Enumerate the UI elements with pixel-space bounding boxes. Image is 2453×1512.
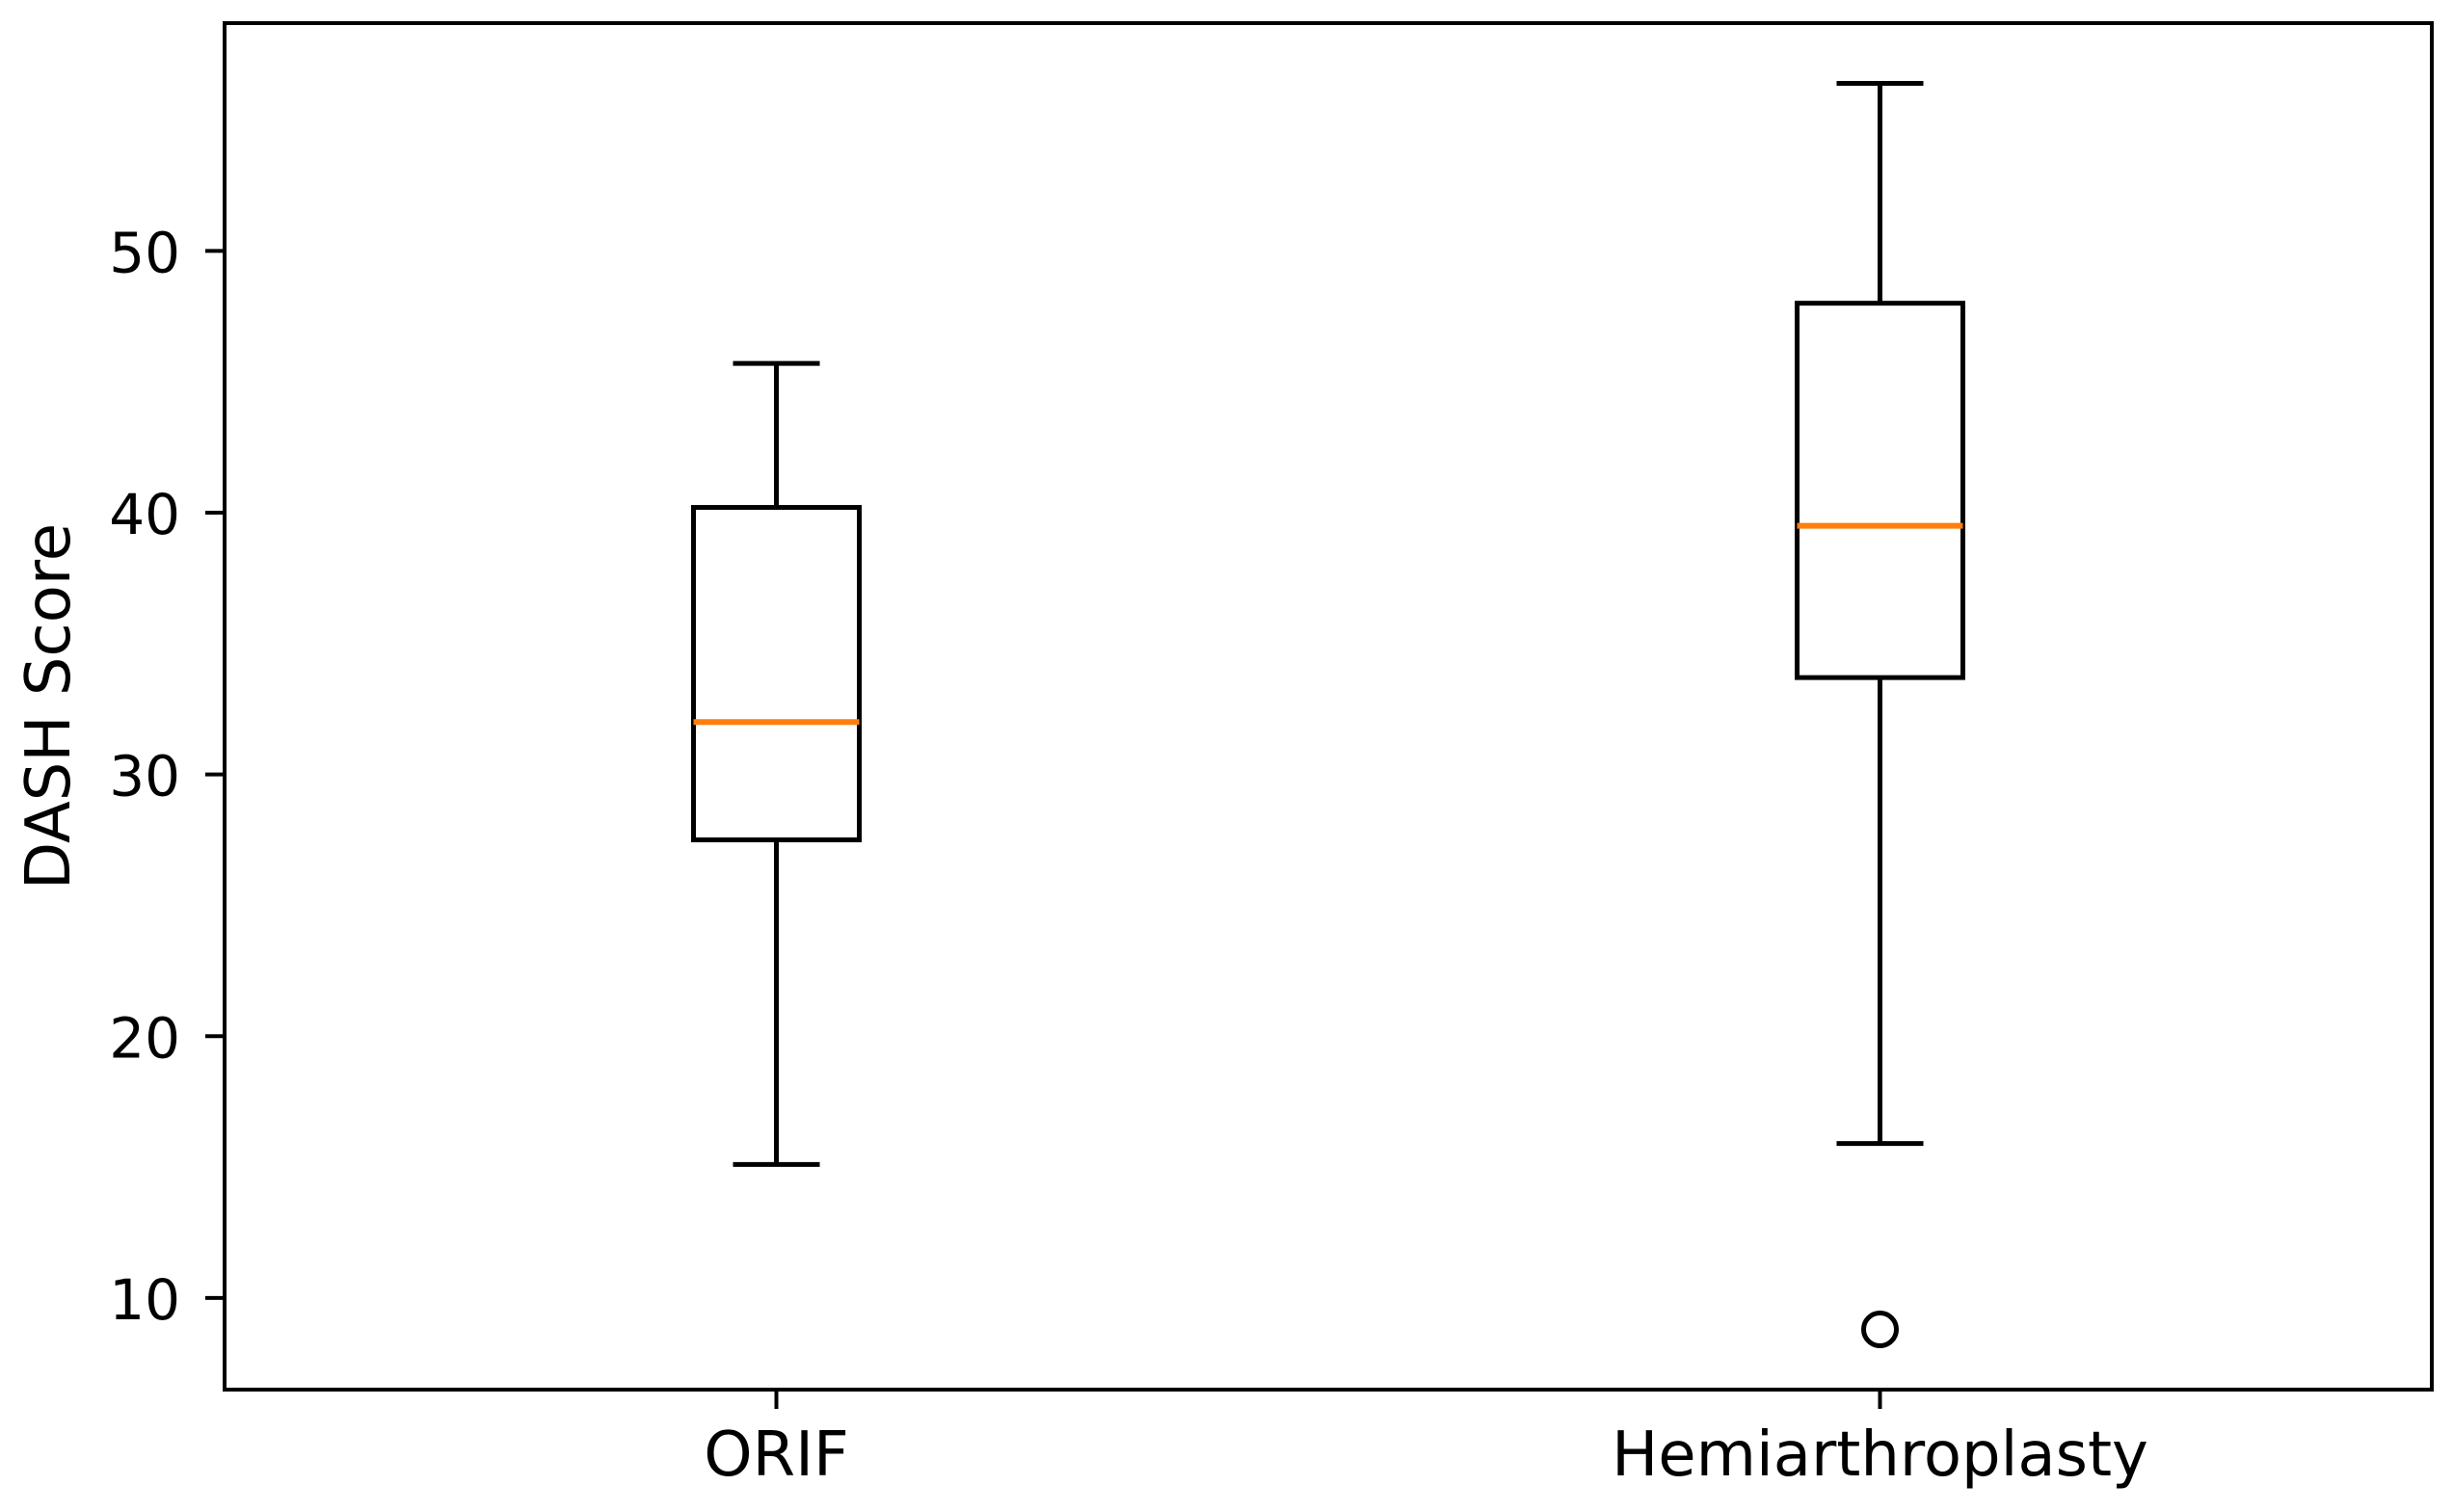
y-tick-label: 50	[109, 220, 180, 285]
x-tick-label-orif: ORIF	[704, 1419, 849, 1491]
y-tick-label: 30	[109, 744, 180, 809]
iqr-box-orif	[691, 505, 862, 843]
plot-layer: 10 20 30 40 50 ORIF Hemiarthroplasty	[109, 21, 2434, 1491]
outlier-marker-hemiarthroplasty	[1861, 1311, 1899, 1349]
y-tick-label: 40	[109, 482, 180, 547]
x-tick-label-hemiarthroplasty: Hemiarthroplasty	[1612, 1419, 2148, 1491]
y-tick-label: 10	[109, 1267, 180, 1333]
y-axis-label: DASH Score	[13, 523, 85, 889]
y-tick-label: 20	[109, 1005, 180, 1071]
plot-border	[223, 21, 2434, 1392]
iqr-box-hemiarthroplasty	[1795, 301, 1965, 680]
